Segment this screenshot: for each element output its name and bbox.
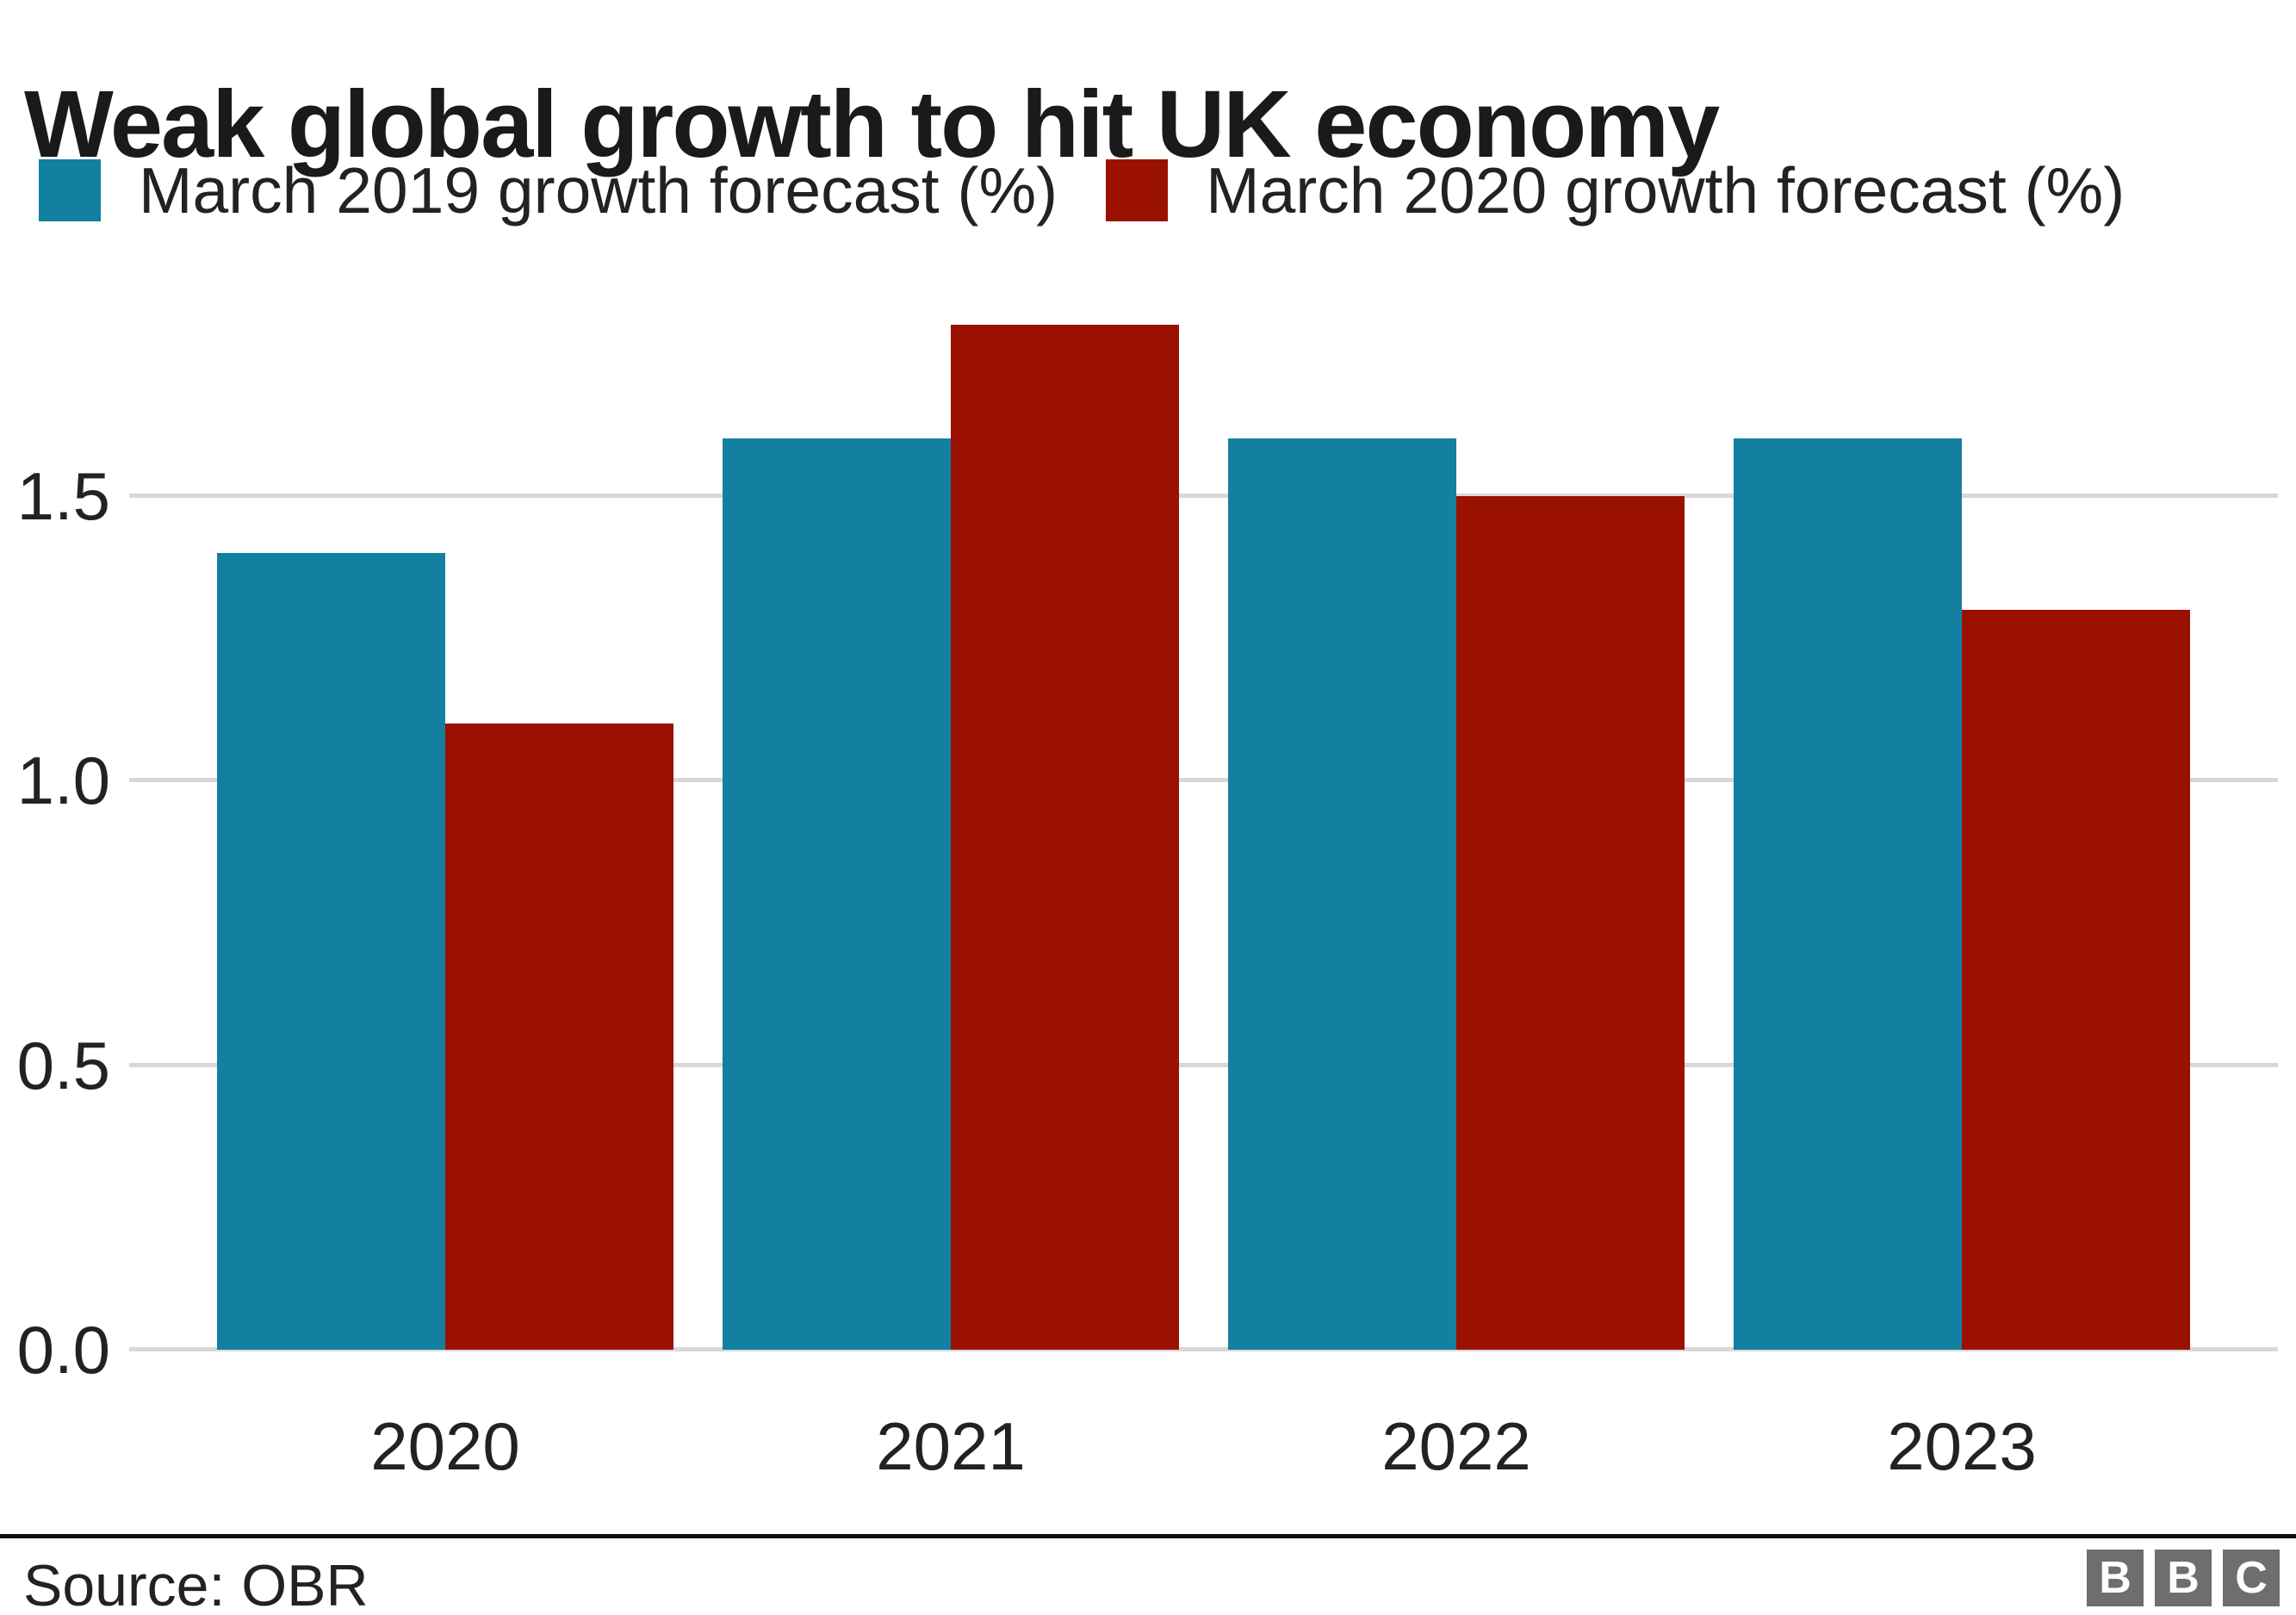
page-title: Weak global growth to hit UK economy bbox=[24, 71, 1720, 177]
bar-series1-2021 bbox=[951, 325, 1179, 1350]
bar-series0-2023 bbox=[1734, 438, 1962, 1350]
y-tick-label: 1.0 bbox=[16, 742, 110, 818]
legend-item-march-2019: March 2019 growth forecast (%) bbox=[39, 153, 1058, 227]
bar-series1-2022 bbox=[1456, 495, 1685, 1350]
legend-swatch-march-2019 bbox=[39, 159, 101, 221]
bar-series0-2022 bbox=[1228, 438, 1456, 1350]
x-tick-label: 2021 bbox=[876, 1408, 1026, 1484]
bbc-logo-block-c: C bbox=[2223, 1550, 2280, 1606]
x-tick-label: 2023 bbox=[1887, 1408, 2037, 1484]
gridline-y-0.5 bbox=[129, 1062, 2278, 1067]
bar-series0-2021 bbox=[723, 438, 951, 1350]
bbc-logo-block-b1: B bbox=[2087, 1550, 2144, 1606]
gridline-y-0.0 bbox=[129, 1347, 2278, 1351]
x-tick-label: 2020 bbox=[370, 1408, 520, 1484]
legend-swatch-march-2020 bbox=[1106, 159, 1169, 221]
bar-series1-2020 bbox=[445, 723, 673, 1350]
legend-label-march-2019: March 2019 growth forecast (%) bbox=[139, 154, 1058, 227]
x-tick-label: 2022 bbox=[1381, 1408, 1531, 1484]
y-tick-label: 0.0 bbox=[16, 1312, 110, 1388]
legend-item-march-2020: March 2020 growth forecast (%) bbox=[1106, 153, 2125, 227]
gridline-y-1.0 bbox=[129, 778, 2278, 782]
bbc-logo: B B C bbox=[2087, 1550, 2280, 1606]
bbc-logo-block-b2: B bbox=[2155, 1550, 2212, 1606]
y-tick-label: 0.5 bbox=[16, 1027, 110, 1103]
bar-series1-2023 bbox=[1962, 609, 2190, 1350]
legend: March 2019 growth forecast (%) March 202… bbox=[39, 153, 2125, 227]
legend-label-march-2020: March 2020 growth forecast (%) bbox=[1206, 154, 2125, 227]
gridline-y-1.5 bbox=[129, 493, 2278, 498]
footer-divider bbox=[0, 1534, 2296, 1538]
bar-series0-2020 bbox=[217, 552, 445, 1350]
source-caption: Source: OBR bbox=[23, 1553, 369, 1615]
plot-area: 0.0 0.5 1.0 1.5 2020 2021 2022 2023 bbox=[17, 264, 2278, 1483]
y-tick-label: 1.5 bbox=[16, 457, 110, 534]
